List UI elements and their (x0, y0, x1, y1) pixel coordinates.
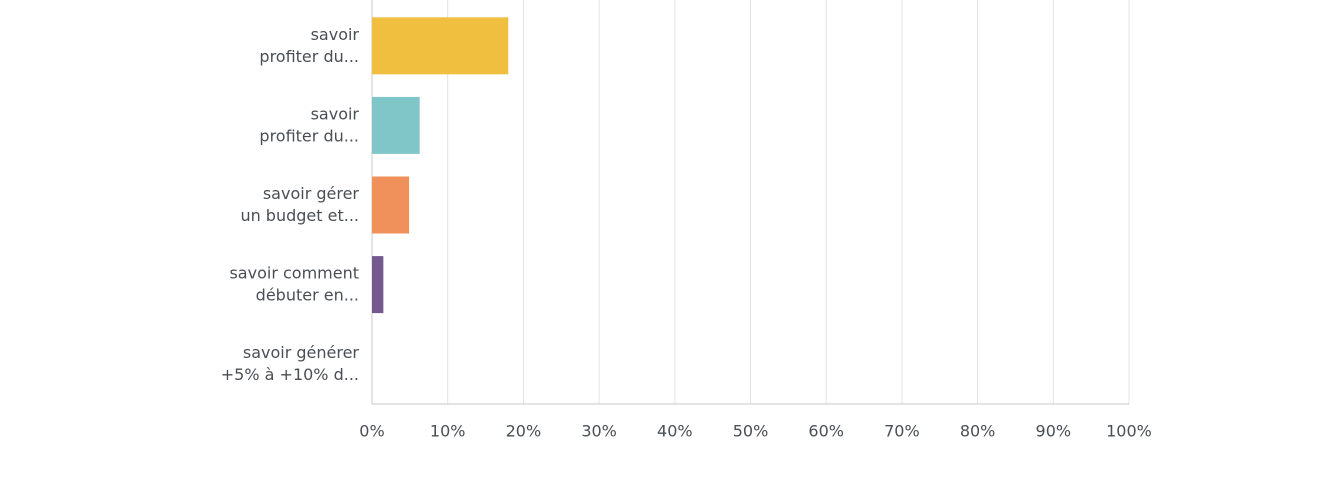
x-tick-label: 100% (1106, 422, 1152, 441)
bar (372, 96, 420, 154)
y-tick-label: savoir comment débuter en... (229, 263, 359, 304)
bar (372, 176, 410, 234)
x-tick-label: 20% (506, 422, 542, 441)
bar (372, 256, 384, 314)
x-tick-label: 90% (1036, 422, 1072, 441)
x-tick-label: 30% (581, 422, 617, 441)
x-tick-label: 70% (884, 422, 920, 441)
bar (372, 17, 509, 75)
x-tick-label: 60% (808, 422, 844, 441)
y-tick-label: savoir générer +5% à +10% d... (221, 343, 360, 384)
y-tick-label: savoir profiter du... (259, 24, 359, 65)
x-tick-label: 10% (430, 422, 466, 441)
x-tick-label: 50% (733, 422, 769, 441)
x-tick-label: 0% (359, 422, 384, 441)
y-tick-label: savoir gérer un budget et... (240, 184, 359, 225)
x-tick-label: 80% (960, 422, 996, 441)
x-tick-label: 40% (657, 422, 693, 441)
y-tick-label: savoir profiter du... (259, 104, 359, 145)
